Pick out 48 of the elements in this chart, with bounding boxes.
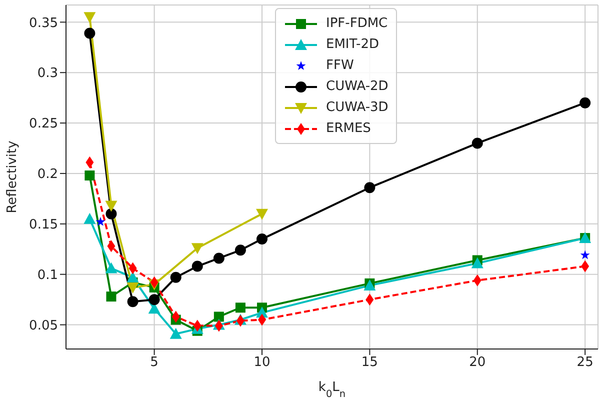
y-tick-label: 0.2	[37, 167, 58, 182]
x-tick-label: 25	[576, 355, 594, 370]
point	[213, 252, 224, 264]
point	[96, 216, 106, 226]
x-tick-label: 20	[469, 355, 486, 370]
point	[105, 262, 118, 274]
legend-label: ERMES	[326, 121, 371, 136]
point	[234, 244, 246, 256]
x-tick-label: 10	[254, 355, 270, 370]
point	[580, 97, 591, 108]
point	[256, 234, 268, 245]
point	[84, 28, 96, 39]
legend-label: CUWA-3D	[326, 100, 388, 115]
x-tick-label: 5	[150, 355, 158, 370]
legend-label: CUWA-2D	[326, 79, 388, 94]
y-tick-label: 0.05	[29, 318, 58, 334]
point	[84, 12, 96, 24]
x-tick-label: 15	[361, 355, 378, 370]
legend-label: FFW	[326, 58, 354, 73]
point	[235, 302, 246, 313]
point	[580, 250, 590, 260]
point	[126, 271, 139, 282]
point	[105, 200, 118, 212]
point	[106, 208, 117, 220]
point	[256, 208, 268, 220]
point	[471, 257, 484, 268]
point	[192, 260, 203, 272]
point	[364, 182, 376, 194]
point	[170, 328, 182, 339]
point	[84, 212, 96, 224]
legend-label: EMIT-2D	[326, 37, 379, 52]
point	[191, 243, 204, 254]
point	[214, 312, 224, 322]
point	[126, 282, 139, 294]
y-axis-title: Reflectivity	[5, 140, 20, 214]
point	[148, 294, 160, 306]
point	[106, 292, 116, 302]
y-tick-label: 0.1	[37, 268, 58, 283]
point	[170, 272, 182, 283]
point	[472, 138, 483, 149]
legend-label: IPF-FDMC	[326, 16, 388, 31]
y-tick-label: 0.25	[29, 116, 58, 132]
y-tick-label: 0.3	[37, 66, 58, 82]
y-tick-label: 0.15	[29, 218, 58, 233]
point	[84, 170, 95, 180]
x-axis-title: k$_{0}$L$_{n}$	[318, 380, 346, 400]
y-tick-label: 0.35	[29, 16, 58, 31]
point	[127, 296, 138, 308]
